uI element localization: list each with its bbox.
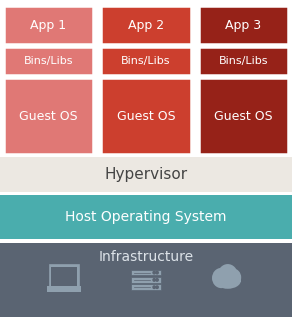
Text: Hypervisor: Hypervisor [105,167,187,182]
Circle shape [225,268,241,286]
Circle shape [153,286,155,288]
Bar [101,6,191,44]
Text: Bins/Libs: Bins/Libs [121,56,171,66]
Circle shape [218,264,238,286]
Text: Guest OS: Guest OS [214,109,273,123]
Bar [0,243,292,317]
Circle shape [212,268,231,288]
Bar [131,284,161,290]
Bar [131,277,161,283]
Bar [199,78,288,154]
Text: Infrastructure: Infrastructure [98,250,194,264]
Text: Guest OS: Guest OS [19,109,78,123]
Text: Host Operating System: Host Operating System [65,210,227,224]
Circle shape [156,271,158,274]
Text: Bins/Libs: Bins/Libs [24,56,73,66]
Ellipse shape [215,272,241,289]
Bar [215,279,241,282]
Bar [101,78,191,154]
Bar [4,47,93,75]
Bar [47,286,81,292]
Text: App 3: App 3 [225,18,262,32]
Bar [0,195,292,239]
Circle shape [156,279,158,281]
Bar [4,6,93,44]
Circle shape [156,286,158,288]
Bar [4,78,93,154]
Circle shape [153,279,155,281]
Text: App 1: App 1 [30,18,67,32]
Bar [131,270,161,275]
Bar [101,47,191,75]
Circle shape [153,271,155,274]
Bar [199,6,288,44]
Bar [199,47,288,75]
Bar [0,157,292,192]
Text: Guest OS: Guest OS [117,109,175,123]
Text: App 2: App 2 [128,18,164,32]
Text: Bins/Libs: Bins/Libs [219,56,268,66]
Bar [50,265,79,288]
Bar [51,267,77,286]
